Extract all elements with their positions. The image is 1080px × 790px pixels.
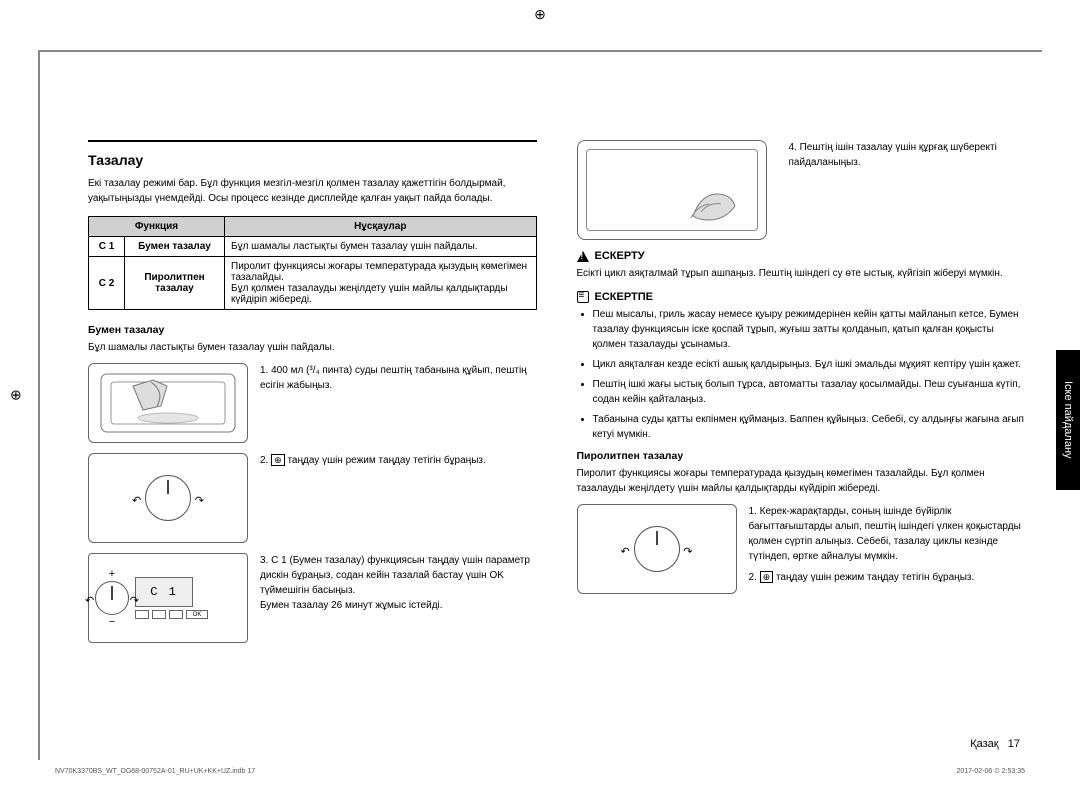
pyro-intro: Пиролит функциясы жоғары температурада қ… bbox=[577, 466, 1026, 496]
page-content: Тазалау Екі тазалау режимі бар. Бұл функ… bbox=[88, 140, 1025, 653]
pyro-heading: Пиролитпен тазалау bbox=[577, 450, 1026, 462]
left-column: Тазалау Екі тазалау режимі бар. Бұл функ… bbox=[88, 140, 537, 653]
illustration-pour-water bbox=[88, 363, 248, 443]
side-tab: Іске пайдалану bbox=[1056, 350, 1080, 490]
cell-code: C 1 bbox=[89, 237, 125, 257]
illustration-mode-dial: ↶↷ bbox=[88, 453, 248, 543]
section-title: Тазалау bbox=[88, 152, 537, 168]
step-1: 1. 400 мл (³/₄ пинта) суды пештің табаны… bbox=[88, 363, 537, 443]
pyro-step2-suffix: таңдау үшін режим таңдау тетігін бұраңыз… bbox=[773, 572, 974, 583]
pyro-step-1: ↶↷ 1. Керек-жарақтарды, соның ішінде бүй… bbox=[577, 504, 1026, 594]
crop-mark-top: ⊕ bbox=[534, 6, 546, 23]
step-2: ↶↷ 2. ⊕ таңдау үшін режим таңдау тетігін… bbox=[88, 453, 537, 543]
note-icon bbox=[577, 291, 589, 303]
intro-text: Екі тазалау режимі бар. Бұл функция мезг… bbox=[88, 176, 537, 206]
panel-button bbox=[152, 610, 166, 619]
table-row: C 2 Пиролитпен тазалау Пиролит функциясы… bbox=[89, 257, 537, 310]
note-list: Пеш мысалы, гриль жасау немесе қуыру реж… bbox=[577, 307, 1026, 442]
pyro-step1-text: 1. Керек-жарақтарды, соның ішінде бүйірл… bbox=[749, 504, 1026, 564]
warning-heading: ЕСКЕРТУ bbox=[577, 250, 1026, 262]
cell-name: Пиролитпен тазалау bbox=[125, 257, 225, 310]
step2-text: 2. ⊕ таңдау үшін режим таңдау тетігін бұ… bbox=[260, 453, 537, 468]
imprint-footer: NV70K3370BS_WT_DG68-00752A-01_RU+UK+KK+U… bbox=[55, 768, 1025, 776]
warning-label: ЕСКЕРТУ bbox=[595, 250, 645, 262]
panel-button bbox=[135, 610, 149, 619]
function-table: Функция Нұсқаулар C 1 Бумен тазалау Бұл … bbox=[88, 216, 537, 310]
cell-code: C 2 bbox=[89, 257, 125, 310]
warning-icon bbox=[577, 251, 589, 262]
steam-heading: Бумен тазалау bbox=[88, 324, 537, 336]
illustration-wipe-oven bbox=[577, 140, 777, 240]
table-row: C 1 Бумен тазалау Бұл шамалы ластықты бу… bbox=[89, 237, 537, 257]
cell-desc: Пиролит функциясы жоғары температурада қ… bbox=[225, 257, 537, 310]
note-label: ЕСКЕРТПЕ bbox=[595, 291, 654, 303]
cell-name: Бумен тазалау bbox=[125, 237, 225, 257]
note-heading: ЕСКЕРТПЕ bbox=[577, 291, 1026, 303]
ok-button-icon: OK bbox=[186, 610, 208, 619]
th-function: Функция bbox=[89, 217, 225, 237]
panel-buttons: OK bbox=[135, 610, 208, 619]
param-dial-icon: +− ↶ ↷ bbox=[95, 581, 129, 615]
step3-text: 3. C 1 (Бумен тазалау) функциясын таңдау… bbox=[260, 553, 537, 613]
illustration-control-panel: +− ↶ ↷ C 1 OK bbox=[88, 553, 248, 643]
page-footer: Қазақ 17 bbox=[970, 738, 1020, 750]
step-4: 4. Пештің ішін тазалау үшін құрғақ шүбер… bbox=[577, 140, 1026, 240]
step-3: +− ↶ ↷ C 1 OK 3. C 1 (Б bbox=[88, 553, 537, 643]
illustration-mode-dial-2: ↶↷ bbox=[577, 504, 737, 594]
th-instructions: Нұсқаулар bbox=[225, 217, 537, 237]
note-item: Цикл аяқталған кезде есікті ашық қалдыры… bbox=[593, 357, 1026, 372]
note-item: Пеш мысалы, гриль жасау немесе қуыру реж… bbox=[593, 307, 1026, 352]
panel-button bbox=[169, 610, 183, 619]
steam-intro: Бұл шамалы ластықты бумен тазалау үшін п… bbox=[88, 340, 537, 355]
display-readout: C 1 bbox=[135, 577, 193, 607]
mode-dial-icon: ↶↷ bbox=[145, 475, 191, 521]
pyro-steps-text: 1. Керек-жарақтарды, соның ішінде бүйірл… bbox=[749, 504, 1026, 585]
section-rule bbox=[88, 140, 537, 142]
mode-dial-icon: ↶↷ bbox=[634, 526, 680, 572]
warning-text: Есікті цикл аяқталмай тұрып ашпаңыз. Пеш… bbox=[577, 266, 1026, 281]
imprint-file: NV70K3370BS_WT_DG68-00752A-01_RU+UK+KK+U… bbox=[55, 768, 255, 776]
pyro-step2-text: 2. ⊕ таңдау үшін режим таңдау тетігін бұ… bbox=[749, 570, 1026, 585]
clean-mode-icon: ⊕ bbox=[760, 571, 774, 583]
crop-mark-left: ⊕ bbox=[10, 387, 22, 404]
note-item: Табанына суды қатты екпінмен құймаңыз. Б… bbox=[593, 412, 1026, 442]
step4-text: 4. Пештің ішін тазалау үшін құрғақ шүбер… bbox=[789, 140, 1026, 170]
cell-desc: Бұл шамалы ластықты бумен тазалау үшін п… bbox=[225, 237, 537, 257]
footer-page: 17 bbox=[1008, 738, 1020, 750]
step2-suffix: таңдау үшін режим таңдау тетігін бұраңыз… bbox=[285, 455, 486, 466]
step1-text: 1. 400 мл (³/₄ пинта) суды пештің табаны… bbox=[260, 363, 537, 393]
footer-lang: Қазақ bbox=[970, 738, 998, 750]
right-column: 4. Пештің ішін тазалау үшін құрғақ шүбер… bbox=[577, 140, 1026, 653]
pyro-step2-prefix: 2. bbox=[749, 572, 760, 583]
note-item: Пештің ішкі жағы ыстық болып тұрса, авто… bbox=[593, 377, 1026, 407]
clean-mode-icon: ⊕ bbox=[271, 454, 285, 466]
step2-prefix: 2. bbox=[260, 455, 271, 466]
imprint-date: 2017-02-06 ⏲ 2:53:35 bbox=[956, 768, 1025, 776]
